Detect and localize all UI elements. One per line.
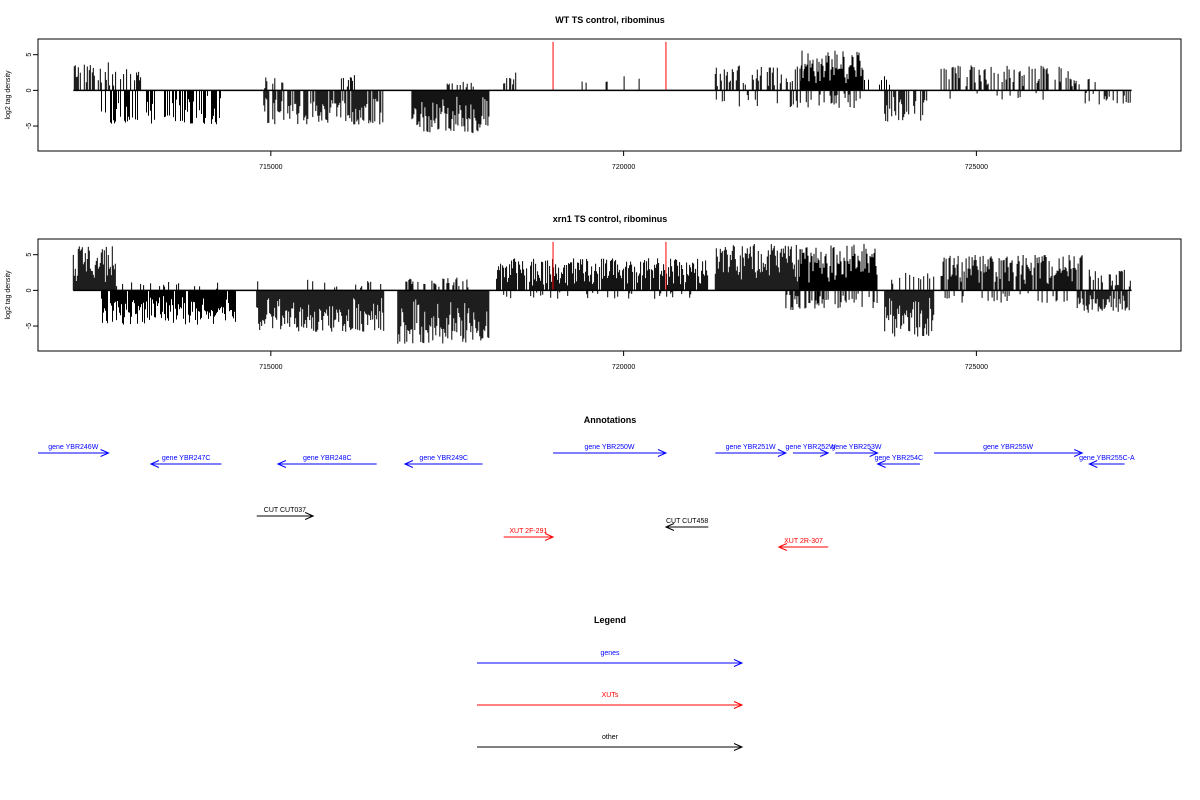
arrow-head [777,543,788,551]
arrow-head [276,460,287,468]
x-axis: 715000 720000 725000 [259,151,988,171]
annotation-feature: gene YBR247C [149,455,222,468]
xrn1-coverage-panel: xrn1 TS control, ribominus log2 tag dens… [5,214,1182,371]
feature-label: gene YBR255C-A [1079,455,1135,462]
feature-label: gene YBR249C [419,455,468,462]
feature-label: gene YBR248C [303,455,352,462]
annotation-feature: CUT CUT037 [256,507,315,520]
y-tick-label: 0 [26,288,33,292]
feature-label: gene YBR251W [726,444,776,451]
y-axis: -5 0 5 [26,253,38,329]
plot-frame [37,238,1182,352]
x-tick-label: 725000 [965,364,988,371]
feature-label: gene YBR254C [875,455,924,462]
legend-item: other [477,734,744,751]
y-axis: -5 0 5 [26,53,38,129]
plot-frame [37,38,1182,152]
x-tick-label: 715000 [259,364,282,371]
coverage-bars [73,50,1131,134]
feature-label: CUT CUT458 [666,518,708,525]
arrow-head [304,512,315,520]
annotation-feature: gene YBR246W [38,444,110,457]
annotation-feature: gene YBR251W [715,444,788,457]
x-tick-label: 715000 [259,164,282,171]
panel-title: xrn1 TS control, ribominus [553,214,668,224]
legend: Legend genes XUTs other [477,615,744,751]
marker-lines [552,41,667,91]
annotation-features: gene YBR246W gene YBR247C gene YBR248C gene… [38,444,1135,551]
y-tick-label: 5 [26,53,33,57]
feature-label: gene YBR246W [48,444,98,451]
arrow-head [1074,449,1084,457]
y-tick-label: -5 [26,323,33,329]
annotation-feature: gene YBR255C-A [1079,455,1135,468]
annotation-feature: gene YBR249C [403,455,483,468]
arrow-head [657,449,668,457]
feature-label: gene YBR250W [584,444,634,451]
arrow-head [876,460,886,468]
arrow-head [733,701,744,709]
x-tick-label: 720000 [612,364,635,371]
annotation-feature: gene YBR250W [553,444,668,457]
wt-coverage-panel: WT TS control, ribominus log2 tag densit… [5,15,1182,171]
arrow-head [149,460,160,468]
legend-label: genes [600,650,620,657]
feature-label: XUT 2F-291 [509,528,547,535]
y-axis-label: log2 tag density [5,70,12,120]
feature-label: gene YBR252W [786,444,836,451]
arrow-head [733,659,744,667]
feature-label: XUT 2R-307 [784,538,823,545]
legend-label: XUTs [602,692,619,699]
arrow-head [869,449,879,457]
x-tick-label: 720000 [612,164,635,171]
arrow-head [777,449,788,457]
y-tick-label: -5 [26,123,33,129]
feature-label: CUT CUT037 [264,507,306,514]
feature-label: gene YBR247C [162,455,211,462]
marker-lines [552,241,667,291]
legend-item: XUTs [477,692,744,709]
arrow-head [100,449,110,457]
annotations-title: Annotations [584,415,637,425]
legend-items: genes XUTs other [477,650,744,751]
arrow-head [820,449,830,457]
annotation-feature: gene YBR253W [831,444,882,457]
panel-title: WT TS control, ribominus [555,15,665,25]
legend-item: genes [477,650,744,667]
annotation-feature: gene YBR252W [786,444,836,457]
arrow-head [403,460,414,468]
annotation-feature: gene YBR254C [875,455,924,468]
annotation-feature: gene YBR255W [934,444,1084,457]
arrow-head [664,523,675,531]
annotation-feature: XUT 2F-291 [503,528,555,541]
feature-label: gene YBR253W [831,444,881,451]
arrow-head [544,533,555,541]
annotation-feature: gene YBR248C [276,455,377,468]
y-tick-label: 0 [26,88,33,92]
legend-title: Legend [594,615,626,625]
annotation-feature: XUT 2R-307 [777,538,829,551]
legend-label: other [602,734,619,741]
y-axis-label: log2 tag density [5,270,12,320]
y-tick-label: 5 [26,253,33,257]
arrow-head [1088,460,1098,468]
x-tick-label: 725000 [965,164,988,171]
x-axis: 715000 720000 725000 [259,351,988,371]
arrow-head [733,743,744,751]
coverage-bars [72,243,1131,344]
annotation-feature: CUT CUT458 [664,518,708,531]
feature-label: gene YBR255W [983,444,1033,451]
